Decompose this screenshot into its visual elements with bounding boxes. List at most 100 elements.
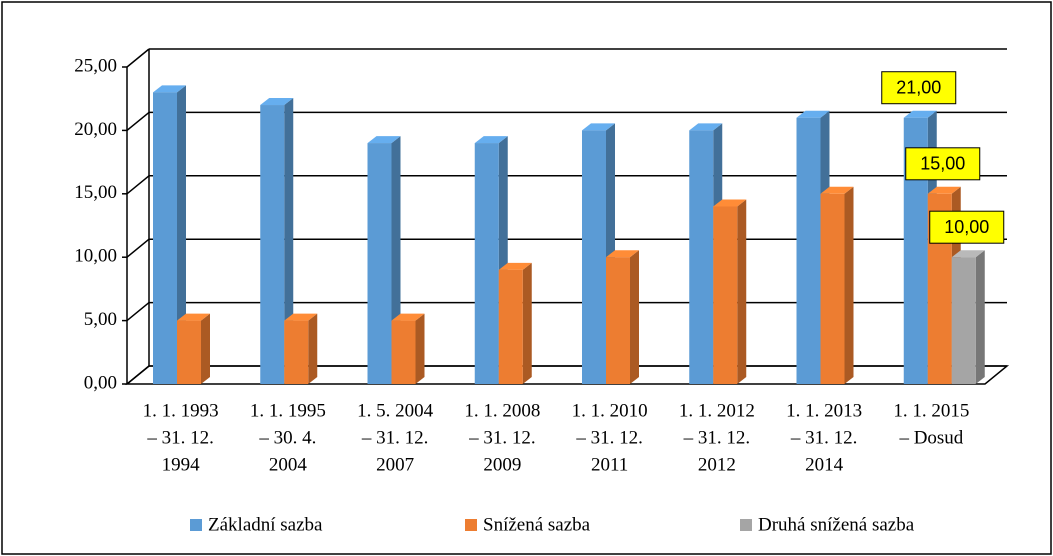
x-tick-label: 2009	[483, 454, 521, 475]
bar-front	[260, 105, 285, 384]
y-tick-label: 20,00	[74, 119, 117, 140]
bar-front	[796, 117, 821, 384]
bar	[260, 98, 294, 384]
bar-side	[201, 313, 210, 384]
bar-front	[177, 320, 201, 384]
bar	[820, 186, 854, 384]
x-tick-label: – 31. 12.	[468, 427, 536, 448]
side-grid-line	[126, 175, 150, 195]
x-tick-label: – 31. 12.	[361, 427, 429, 448]
x-tick-label: 1. 1. 2012	[679, 400, 755, 421]
bar-top	[820, 186, 854, 194]
bar-side	[415, 313, 425, 384]
legend-label: Snížená sazba	[483, 514, 591, 535]
bar-side	[308, 313, 318, 384]
y-tick-label: 0,00	[84, 372, 117, 393]
bar	[951, 250, 985, 384]
x-tick-label: 2007	[376, 454, 414, 475]
bar-side	[844, 186, 854, 384]
y-tick-label: 10,00	[74, 246, 117, 267]
bar	[606, 250, 639, 384]
bar-side	[737, 199, 747, 384]
bar-top	[177, 313, 210, 321]
bar-top	[391, 313, 425, 321]
data-label: 10,00	[944, 217, 989, 237]
bar-side	[284, 98, 294, 384]
x-tick-label: 1994	[162, 454, 201, 475]
legend-swatch	[190, 519, 202, 531]
x-tick-label: 1. 1. 1995	[250, 400, 326, 421]
y-tick-label: 25,00	[74, 55, 117, 76]
x-tick-label: 1. 1. 1993	[143, 400, 219, 421]
bar-front	[498, 269, 523, 384]
x-tick-label: 2004	[269, 454, 308, 475]
bar-front	[391, 320, 416, 384]
side-grid-line	[126, 111, 150, 131]
bar-front	[582, 130, 606, 384]
x-tick-label: 1. 1. 2013	[786, 400, 862, 421]
bar-top	[606, 250, 639, 258]
bar	[284, 313, 318, 384]
x-tick-label: 2014	[805, 454, 844, 475]
bar-top	[260, 98, 294, 106]
bar-front	[713, 206, 738, 384]
bar-front	[689, 130, 714, 384]
bar	[177, 313, 210, 384]
legend-swatch	[465, 519, 477, 531]
bar	[713, 199, 747, 384]
side-grid-line	[126, 365, 150, 385]
x-tick-label: – 31. 12.	[790, 427, 858, 448]
bar-front	[474, 143, 499, 384]
bar	[153, 85, 186, 385]
bar-front	[153, 92, 177, 385]
bar-top	[689, 123, 723, 131]
bar-top	[498, 262, 532, 270]
x-tick-label: – Dosud	[898, 427, 963, 448]
side-grid-line	[126, 302, 150, 322]
side-grid-line	[126, 238, 150, 258]
bar-side	[177, 85, 186, 385]
bar-top	[582, 123, 615, 131]
x-tick-label: 2012	[698, 454, 736, 475]
bar-side	[522, 262, 532, 384]
bar-top	[474, 136, 508, 144]
bar-top	[951, 250, 985, 258]
legend-label: Základní sazba	[208, 514, 323, 535]
bar-top	[796, 110, 830, 118]
data-label-box	[905, 147, 981, 181]
bar-top	[284, 313, 318, 321]
bar-top	[153, 85, 186, 93]
x-tick-label: 1. 5. 2004	[357, 400, 434, 421]
y-tick-label: 15,00	[74, 182, 117, 203]
data-label: 15,00	[920, 154, 965, 174]
legend-label: Druhá snížená sazba	[758, 514, 915, 535]
bar	[498, 262, 532, 384]
bar-front	[284, 320, 309, 384]
x-tick-label: – 30. 4.	[258, 427, 316, 448]
bar-front	[820, 193, 845, 384]
bar-front	[367, 143, 392, 384]
x-tick-label: 2011	[591, 454, 628, 475]
bar-top	[713, 199, 747, 207]
x-tick-label: 1. 1. 2008	[464, 400, 540, 421]
data-label-box	[929, 210, 1005, 244]
data-label: 21,00	[896, 77, 941, 97]
bar-top	[367, 136, 401, 144]
bar-top	[903, 110, 937, 118]
x-tick-label: 1. 1. 2015	[893, 400, 969, 421]
x-tick-label: – 31. 12.	[146, 427, 214, 448]
bar-top	[927, 186, 961, 194]
x-tick-label: – 31. 12.	[683, 427, 751, 448]
bar-front	[951, 257, 976, 384]
x-tick-label: – 31. 12.	[575, 427, 643, 448]
y-tick-label: 5,00	[84, 309, 117, 330]
bar-front	[606, 257, 630, 384]
legend-swatch	[740, 519, 752, 531]
x-tick-label: 1. 1. 2010	[572, 400, 648, 421]
bar	[391, 313, 425, 384]
bar-side	[975, 250, 985, 384]
bar-side	[630, 250, 639, 384]
side-grid-line	[126, 48, 150, 68]
data-label-box	[881, 71, 957, 105]
